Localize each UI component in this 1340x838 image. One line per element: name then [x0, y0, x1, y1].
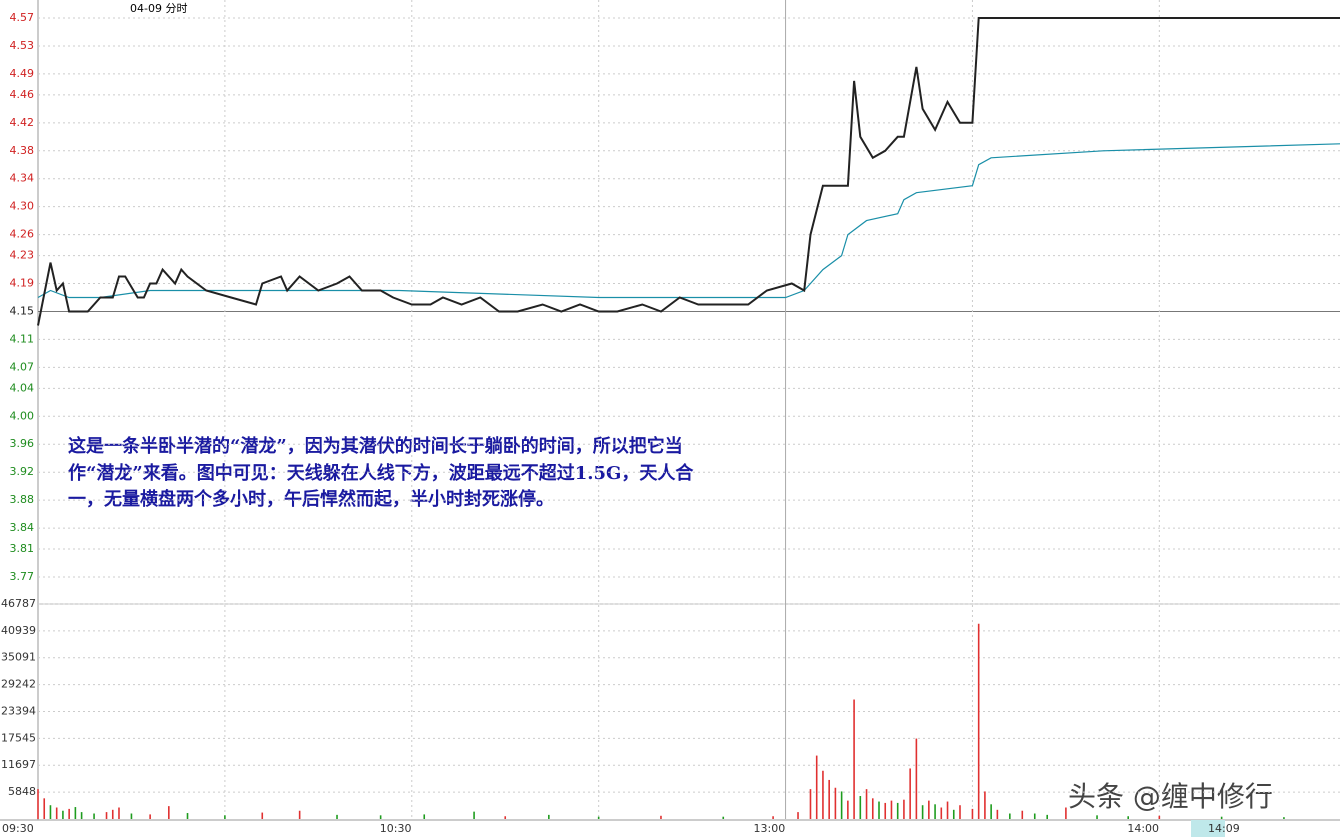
volume-tick-label: 11697 — [1, 758, 36, 771]
watermark: 头条 @缠中修行 — [1068, 780, 1273, 813]
y-tick-label: 4.53 — [10, 39, 35, 52]
y-tick-label: 3.81 — [10, 542, 35, 555]
x-tick-label: 14:00 — [1127, 822, 1159, 835]
y-tick-label: 4.49 — [10, 67, 35, 80]
x-tick-label: 13:00 — [754, 822, 786, 835]
y-tick-label: 3.84 — [10, 521, 35, 534]
y-tick-label: 4.23 — [10, 249, 35, 262]
y-tick-label: 4.42 — [10, 116, 35, 129]
volume-tick-label: 29242 — [1, 678, 36, 691]
y-tick-label: 3.77 — [10, 570, 35, 583]
y-tick-label: 4.19 — [10, 277, 35, 290]
volume-tick-label: 46787 — [1, 597, 36, 610]
y-tick-label: 4.15 — [10, 304, 35, 317]
y-tick-label: 3.92 — [10, 465, 35, 478]
cursor-label-box — [1191, 820, 1225, 837]
y-tick-label: 4.38 — [10, 144, 35, 157]
y-tick-label: 4.57 — [10, 11, 35, 24]
volume-tick-label: 17545 — [1, 731, 36, 744]
y-tick-label: 3.88 — [10, 493, 35, 506]
y-tick-label: 4.30 — [10, 200, 35, 213]
y-tick-label: 4.26 — [10, 228, 35, 241]
x-tick-label: 14:09 — [1208, 822, 1240, 835]
y-tick-label: 4.34 — [10, 172, 35, 185]
y-tick-label: 4.00 — [10, 409, 35, 422]
annotation: 这是一条半卧半潜的“潜龙”，因为其潜伏的时间长于躺卧的时间，所以把它当 — [68, 435, 683, 457]
annotation: 一，无量横盘两个多小时，午后悍然而起，半小时封死涨停。 — [68, 488, 554, 510]
y-tick-label: 3.96 — [10, 437, 35, 450]
chart-title: 04-09 分时 — [130, 2, 187, 15]
x-tick-label: 10:30 — [380, 822, 412, 835]
volume-tick-label: 40939 — [1, 624, 36, 637]
y-tick-label: 4.11 — [10, 332, 35, 345]
volume-tick-label: 23394 — [1, 704, 36, 717]
y-tick-label: 4.07 — [10, 360, 35, 373]
y-tick-label: 4.04 — [10, 381, 35, 394]
price-line — [37, 17, 1340, 326]
y-tick-label: 4.46 — [10, 88, 35, 101]
volume-tick-label: 5848 — [8, 785, 36, 798]
price-line — [37, 143, 1340, 299]
x-tick-label: 09:30 — [2, 822, 34, 835]
volume-tick-label: 35091 — [1, 651, 36, 664]
annotation: 作“潜龙”来看。图中可见：天线躲在人线下方，波距最远不超过1.5G，天人合 — [68, 462, 694, 484]
